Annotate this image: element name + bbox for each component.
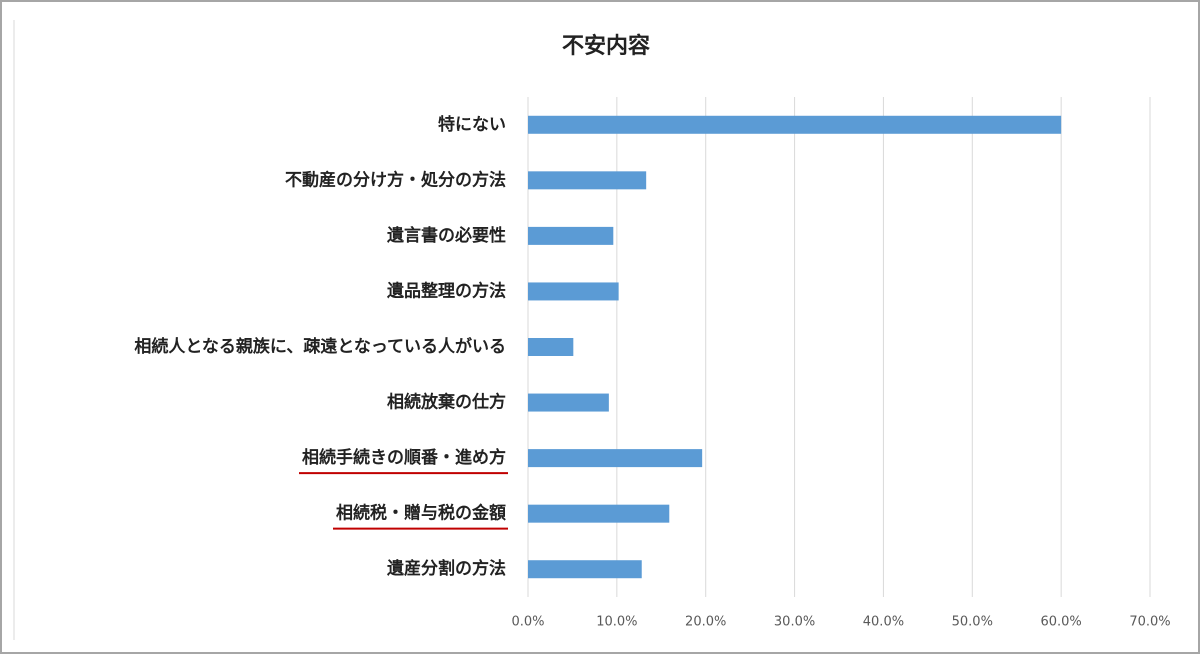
bar	[528, 171, 647, 190]
x-tick-label: 20.0%	[685, 615, 726, 630]
chart-title: 不安内容	[562, 33, 650, 59]
y-tick-label: 遺言書の必要性	[387, 225, 506, 246]
bar	[528, 115, 1062, 134]
x-tick-label: 0.0%	[511, 615, 544, 630]
bar	[528, 338, 574, 356]
y-tick-label: 相続税・贈与税の金額	[336, 503, 506, 524]
y-tick-label: 相続人となる親族に、疎遠となっている人がいる	[134, 336, 506, 357]
bar	[528, 282, 619, 301]
x-tick-label: 10.0%	[596, 615, 637, 630]
y-tick-label: 相続放棄の仕方	[387, 392, 506, 413]
bar	[528, 226, 614, 245]
bar	[528, 560, 642, 579]
bar	[528, 393, 609, 412]
x-tick-label: 40.0%	[863, 615, 904, 630]
y-tick-label: 特にない	[438, 114, 506, 135]
x-tick-label: 60.0%	[1040, 615, 1081, 630]
y-tick-label: 不動産の分け方・処分の方法	[285, 169, 506, 190]
bar	[528, 504, 670, 523]
x-tick-label: 50.0%	[952, 615, 993, 630]
x-tick-label: 70.0%	[1129, 615, 1170, 630]
y-tick-label: 遺品整理の方法	[387, 280, 506, 301]
y-tick-label: 相続手続きの順番・進め方	[302, 447, 506, 468]
y-tick-label: 遺産分割の方法	[387, 558, 506, 579]
bar	[528, 449, 703, 468]
x-tick-label: 30.0%	[774, 615, 815, 630]
